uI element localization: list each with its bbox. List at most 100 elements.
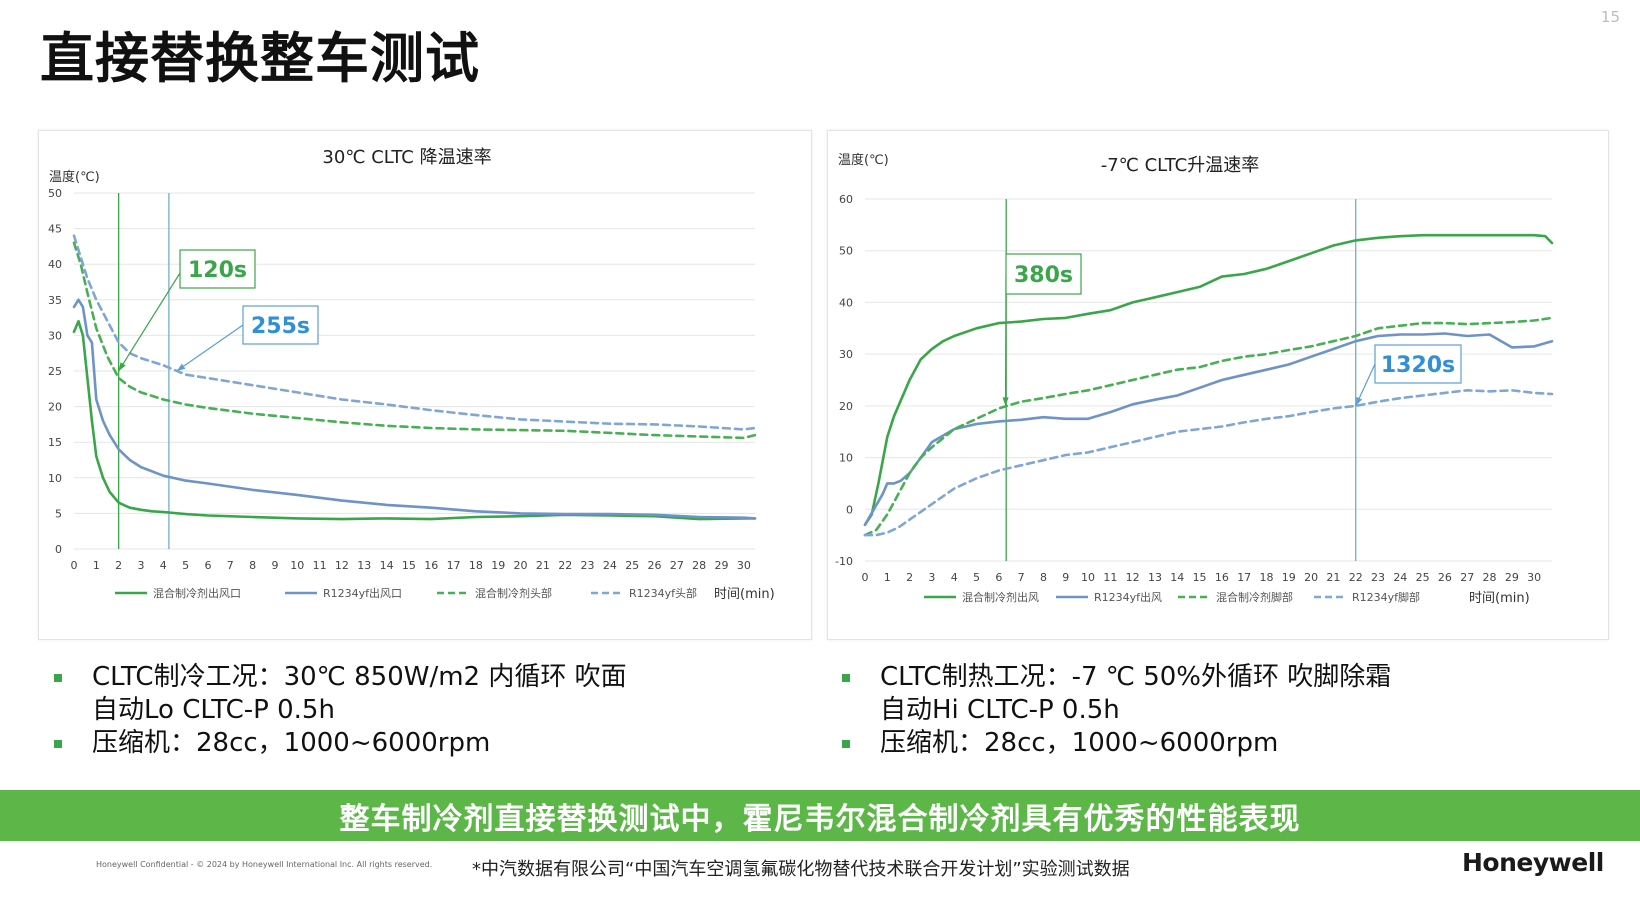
y-tick-label: 20 bbox=[48, 401, 62, 414]
bullet-line: CLTC制冷工况：30℃ 850W/m2 内循环 吹面 bbox=[92, 662, 627, 692]
x-tick-label: 3 bbox=[928, 571, 935, 584]
x-tick-label: 23 bbox=[581, 559, 595, 572]
x-tick-label: 5 bbox=[182, 559, 189, 572]
callout-label: 1320s bbox=[1381, 353, 1455, 378]
legend-label: 混合制冷剂脚部 bbox=[1216, 590, 1293, 604]
y-axis-label: 温度(℃) bbox=[838, 152, 889, 168]
y-tick-label: 40 bbox=[48, 258, 62, 271]
x-tick-label: 22 bbox=[558, 559, 572, 572]
x-tick-label: 17 bbox=[447, 559, 461, 572]
bullet-item: CLTC制热工况：-7 ℃ 50%外循环 吹脚除霜 自动Hi CLTC-P 0.… bbox=[828, 661, 1608, 727]
x-tick-label: 2 bbox=[115, 559, 122, 572]
y-tick-label: 35 bbox=[48, 294, 62, 307]
y-tick-label: 50 bbox=[48, 187, 62, 200]
chart-title: 30℃ CLTC 降温速率 bbox=[322, 147, 491, 168]
legend-label: 混合制冷剂头部 bbox=[475, 586, 552, 600]
bullet-line: CLTC制热工况：-7 ℃ 50%外循环 吹脚除霜 bbox=[880, 662, 1392, 692]
x-tick-label: 0 bbox=[71, 559, 78, 572]
x-tick-label: 26 bbox=[1438, 571, 1452, 584]
x-tick-label: 23 bbox=[1371, 571, 1385, 584]
y-tick-label: 60 bbox=[839, 193, 853, 206]
x-tick-label: 4 bbox=[951, 571, 958, 584]
x-tick-label: 30 bbox=[737, 559, 751, 572]
x-tick-label: 9 bbox=[271, 559, 278, 572]
callout-label: 380s bbox=[1014, 263, 1073, 288]
x-tick-label: 15 bbox=[402, 559, 416, 572]
x-tick-label: 1 bbox=[93, 559, 100, 572]
callout-arrowhead bbox=[1002, 397, 1009, 406]
callout-arrowhead bbox=[118, 362, 126, 371]
y-tick-label: 15 bbox=[48, 436, 62, 449]
y-tick-label: 50 bbox=[839, 245, 853, 258]
callout-label: 120s bbox=[188, 258, 247, 283]
y-tick-label: 30 bbox=[839, 348, 853, 361]
x-tick-label: 18 bbox=[1259, 571, 1273, 584]
callout-arrow bbox=[118, 272, 181, 372]
legend-label: 混合制冷剂出风口 bbox=[153, 586, 241, 600]
bullet-line: 压缩机：28cc，1000~6000rpm bbox=[880, 728, 1279, 758]
x-tick-label: 24 bbox=[603, 559, 617, 572]
x-tick-label: 12 bbox=[335, 559, 349, 572]
x-tick-label: 6 bbox=[995, 571, 1002, 584]
y-tick-label: 5 bbox=[55, 507, 62, 520]
x-axis-label: 时间(min) bbox=[714, 587, 775, 602]
x-tick-label: 2 bbox=[906, 571, 913, 584]
x-tick-label: 10 bbox=[290, 559, 304, 572]
chart-title: -7℃ CLTC升温速率 bbox=[1101, 155, 1260, 176]
legend-label: R1234yf脚部 bbox=[1352, 590, 1420, 604]
x-tick-label: 19 bbox=[491, 559, 505, 572]
x-tick-label: 22 bbox=[1349, 571, 1363, 584]
y-tick-label: 45 bbox=[48, 223, 62, 236]
x-tick-label: 24 bbox=[1393, 571, 1407, 584]
x-tick-label: 28 bbox=[692, 559, 706, 572]
series-line bbox=[72, 234, 757, 431]
x-tick-label: 20 bbox=[514, 559, 528, 572]
x-tick-label: 29 bbox=[1505, 571, 1519, 584]
legend-label: R1234yf头部 bbox=[629, 586, 697, 600]
x-tick-label: 27 bbox=[1460, 571, 1474, 584]
callout-box bbox=[179, 249, 256, 289]
x-tick-label: 1 bbox=[884, 571, 891, 584]
x-tick-label: 11 bbox=[1103, 571, 1117, 584]
x-tick-label: 19 bbox=[1282, 571, 1296, 584]
x-tick-label: 6 bbox=[204, 559, 211, 572]
x-tick-label: 7 bbox=[1018, 571, 1025, 584]
x-tick-label: 9 bbox=[1062, 571, 1069, 584]
x-tick-label: 18 bbox=[469, 559, 483, 572]
x-tick-label: 14 bbox=[380, 559, 394, 572]
x-tick-label: 20 bbox=[1304, 571, 1318, 584]
x-tick-label: 4 bbox=[160, 559, 167, 572]
bullet-marker bbox=[842, 740, 850, 748]
bullet-marker bbox=[842, 674, 850, 682]
x-tick-label: 26 bbox=[648, 559, 662, 572]
series-line bbox=[863, 233, 1554, 527]
y-tick-label: 20 bbox=[839, 400, 853, 413]
slide-title: 直接替换整车测试 bbox=[40, 27, 480, 90]
callout-arrowhead bbox=[176, 363, 186, 371]
x-axis-label: 时间(min) bbox=[1469, 591, 1530, 606]
y-tick-label: 10 bbox=[48, 472, 62, 485]
bullet-item: CLTC制冷工况：30℃ 850W/m2 内循环 吹面 自动Lo CLTC-P … bbox=[40, 661, 800, 727]
x-tick-label: 30 bbox=[1527, 571, 1541, 584]
x-tick-label: 0 bbox=[862, 571, 869, 584]
chart-panel-cooling: 30℃ CLTC 降温速率 温度(℃) 0 5 10 15 20 25 30 35 40 45 50 0 1… bbox=[38, 130, 812, 640]
series-line bbox=[863, 389, 1554, 537]
callout-arrow bbox=[176, 324, 244, 372]
bullet-line: 自动Hi CLTC-P 0.5h bbox=[880, 695, 1120, 725]
legend-label: R1234yf出风口 bbox=[323, 586, 402, 600]
source-note: *中汽数据有限公司“中国汽车空调氢氟碳化物替代技术联合开发计划”实验测试数据 bbox=[472, 859, 1130, 880]
chart-panel-heating: -7℃ CLTC升温速率 温度(℃) -10 0 10 20 30 40 50 60 0 1 2 3 4 5 6… bbox=[827, 130, 1609, 640]
x-tick-label: 15 bbox=[1193, 571, 1207, 584]
bullet-marker bbox=[54, 740, 62, 748]
x-tick-label: 16 bbox=[1215, 571, 1229, 584]
series-line bbox=[72, 298, 757, 520]
y-tick-label: 0 bbox=[55, 543, 62, 556]
x-tick-label: 8 bbox=[249, 559, 256, 572]
series-line bbox=[72, 241, 757, 440]
legend-label: R1234yf出风 bbox=[1094, 590, 1162, 604]
x-tick-label: 10 bbox=[1081, 571, 1095, 584]
y-tick-label: 0 bbox=[846, 503, 853, 516]
callout-label: 255s bbox=[251, 314, 310, 339]
x-tick-label: 12 bbox=[1126, 571, 1140, 584]
